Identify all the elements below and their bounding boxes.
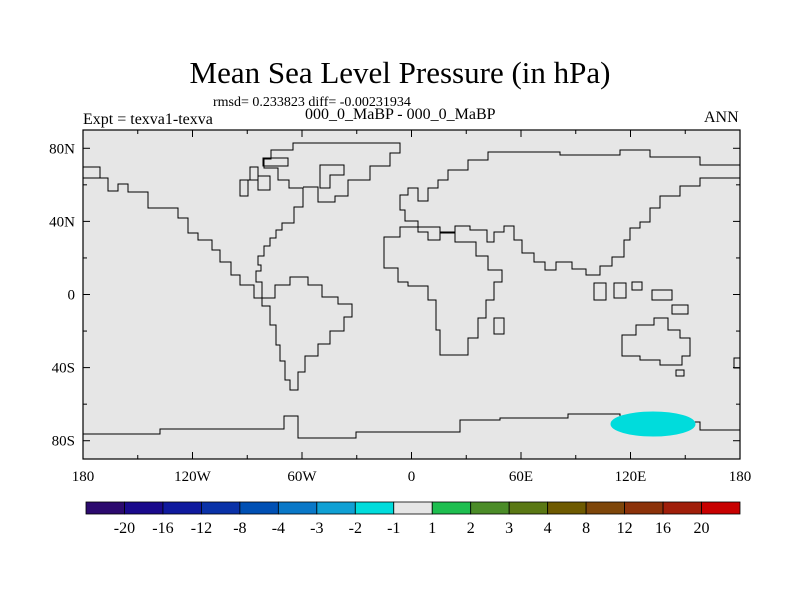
colorbar-swatch [316,501,356,515]
coastlines [83,142,741,439]
colorbar-label: 4 [544,520,552,537]
coastline-hudson-islands [239,157,289,197]
experiment-label: Expt = texva1-texva [83,111,213,128]
anomaly-region [610,411,696,437]
colorbar-swatch [431,501,472,515]
colorbar-swatch [624,501,664,515]
colorbar-label: 2 [467,520,475,537]
colorbar-label: 1 [428,520,436,537]
x-tick-label: 0 [408,469,416,485]
colorbar-swatch [393,501,433,515]
colorbar-swatch [354,501,395,515]
colorbar-label: -2 [349,520,362,537]
coastline-australia [621,317,691,377]
colorbar-label: -20 [114,520,135,537]
colorbar-swatch [470,501,510,515]
colorbar-swatch [162,501,202,515]
colorbar-label: 3 [505,520,513,537]
colorbar-swatch [201,501,241,515]
x-tick-label: 180 [72,469,95,485]
colorbar-label: 16 [655,520,671,537]
colorbar-swatch [124,501,164,515]
map-background [83,130,740,459]
colorbar-swatch [85,501,125,515]
colorbar-label: 8 [582,520,590,537]
period-label: 000_0_MaBP - 000_0_MaBP [305,106,496,123]
colorbar: -20 -16 -12 -8 -4 -3 -2 -1 1 2 3 4 8 12 16 20 [85,501,741,537]
y-tick-label: 40S [52,361,75,377]
stats-label: rmsd= 0.233823 diff= -0.00231934 [213,95,411,110]
colorbar-swatch [662,501,702,515]
colorbar-label: -16 [152,520,173,537]
y-tick-label: 80S [52,434,75,450]
colorbar-label: 12 [617,520,633,537]
coastline-north-america [83,142,401,299]
season-label: ANN [704,109,739,126]
colorbar-swatch [585,501,625,515]
x-tick-label: 180 [729,469,752,485]
colorbar-swatch [508,501,549,515]
colorbar-label: -4 [272,520,285,537]
coastline-greenland [319,164,345,189]
y-tick-label: 0 [68,288,76,304]
coastline-eurasia [399,149,741,276]
y-axis-ticks: 80N 40N 0 40S 80S [49,141,740,450]
chart-title: Mean Sea Level Pressure (in hPa) [189,55,611,90]
coastline-south-america [261,276,353,391]
coastline-africa [383,226,503,356]
x-tick-label: 120W [174,469,212,485]
x-tick-label: 60E [509,469,533,485]
colorbar-label: -12 [191,520,212,537]
colorbar-swatch [547,501,587,515]
colorbar-swatch [277,501,318,515]
y-tick-label: 40N [49,214,75,230]
colorbar-label: 20 [694,520,710,537]
coastline-southeast-asia [593,281,689,315]
colorbar-swatch [239,501,279,515]
colorbar-label: -8 [233,520,246,537]
x-axis-ticks: 180 120W 60W 0 60E 120E 180 [72,130,752,485]
x-tick-label: 120E [615,469,647,485]
colorbar-label: -3 [310,520,323,537]
coastline-madagascar [493,317,505,335]
colorbar-swatch [701,501,741,515]
y-tick-label: 80N [49,141,75,157]
colorbar-label: -1 [387,520,400,537]
x-tick-label: 60W [287,469,317,485]
